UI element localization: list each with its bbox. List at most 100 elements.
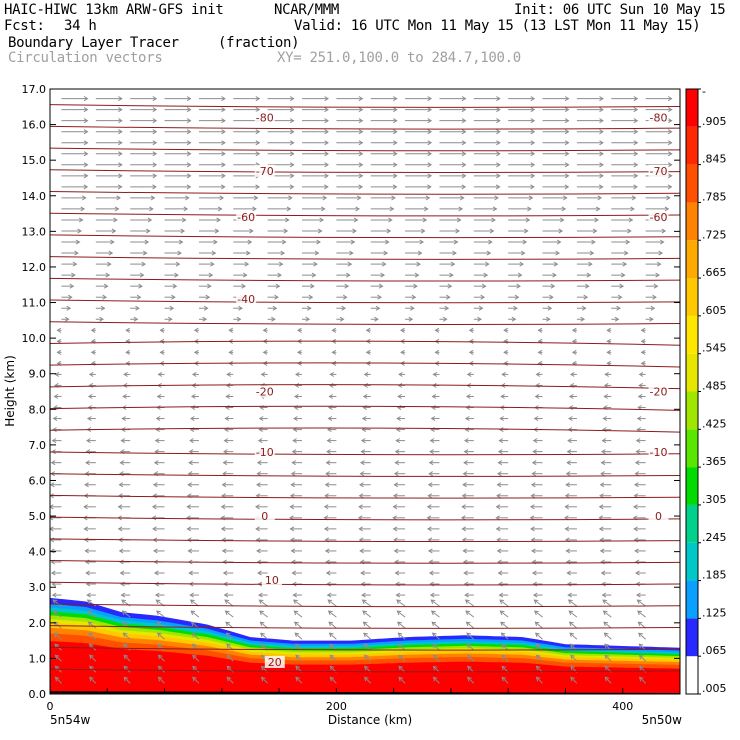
wind-vector-1	[89, 676, 97, 684]
wind-vector-340	[599, 482, 612, 488]
wind-vector-481	[500, 393, 509, 399]
wind-vector-926	[336, 118, 364, 124]
wind-vector-299	[426, 504, 440, 510]
wind-vector-960	[267, 96, 295, 102]
wind-vector-835	[302, 173, 329, 179]
wind-vector-477	[362, 393, 371, 399]
wind-vector-753	[576, 228, 598, 234]
wind-vector-911	[439, 129, 467, 135]
wind-vector-15	[570, 676, 578, 684]
wind-vector-650	[130, 283, 143, 289]
wind-vector-546	[262, 349, 268, 355]
wind-vector-22	[192, 665, 200, 673]
wind-vector-180	[50, 570, 62, 576]
wind-vector-314	[324, 493, 337, 499]
wind-vector-80	[328, 632, 337, 640]
wind-vector-585	[365, 327, 371, 333]
wind-vector-74	[122, 632, 131, 640]
wind-vector-893	[439, 140, 467, 146]
wind-vector-341	[634, 482, 646, 488]
wind-vector-149	[223, 592, 234, 598]
wind-vector-223	[290, 548, 302, 554]
wind-vector-114	[259, 610, 268, 618]
wind-vector-39	[157, 654, 165, 662]
wind-vector-325	[84, 482, 96, 488]
wind-vector-409	[498, 438, 509, 444]
wind-vector-901	[95, 129, 123, 135]
wind-vector-620	[336, 305, 347, 311]
wind-vector-651	[164, 283, 178, 289]
wind-vector-619	[302, 305, 312, 311]
wind-vector-698	[542, 261, 559, 267]
isotherms: -80 -80 -70 -70 -60 -60 -40 -20 -20 -10 -10 0 0 10 20	[50, 104, 680, 673]
wind-vector-575	[640, 338, 646, 344]
wind-vector-803	[439, 195, 465, 201]
wind-vector-357	[565, 471, 577, 477]
wind-vector-390	[463, 449, 474, 455]
wind-vector-594	[61, 316, 70, 322]
wind-vector-432	[52, 416, 62, 422]
wind-vector-511	[295, 371, 302, 377]
colorbar-label: .845	[702, 153, 727, 166]
wind-vector-410	[532, 438, 543, 444]
isotherm-label: -10	[256, 446, 274, 459]
wind-vector-413	[635, 438, 646, 444]
wind-vector-55	[88, 643, 97, 651]
wind-vector-561	[159, 338, 165, 344]
wind-vector-110	[121, 610, 131, 618]
wind-vector-696	[473, 261, 490, 267]
wind-vector-389	[429, 449, 440, 455]
wind-vector-821	[439, 184, 467, 190]
wind-vector-751	[508, 228, 529, 234]
wind-vector-411	[567, 438, 577, 444]
wind-vector-364	[188, 460, 199, 466]
wind-vector-524	[125, 360, 131, 366]
wind-vector-138	[464, 599, 475, 607]
colorbar-swatch-12	[686, 202, 698, 241]
wind-vector-471	[156, 393, 165, 399]
wind-vector-83	[431, 632, 440, 640]
wind-vector-530	[331, 360, 337, 366]
wind-vector-540	[56, 349, 62, 355]
wind-vector-872	[336, 151, 364, 157]
wind-vector-473	[225, 393, 234, 399]
wind-vector-912	[473, 129, 501, 135]
wind-vector-281	[426, 515, 440, 521]
x-axis-label: Distance (km)	[328, 713, 412, 727]
wind-vector-268	[598, 526, 612, 532]
wind-vector-904	[198, 129, 226, 135]
wind-vector-888	[267, 140, 295, 146]
wind-vector-875	[439, 151, 467, 157]
wind-vector-667	[95, 272, 111, 278]
wind-vector-671	[233, 272, 248, 278]
wind-vector-841	[508, 173, 536, 179]
wind-vector-887	[233, 140, 261, 146]
wind-vector-358	[600, 471, 612, 477]
wind-vector-769	[508, 217, 531, 223]
wind-vector-103	[500, 621, 509, 629]
wind-vector-257	[220, 526, 234, 532]
wind-vector-100	[397, 621, 406, 629]
wind-vector-151	[292, 592, 302, 598]
wind-vector-967	[508, 96, 536, 102]
wind-vector-337	[496, 482, 509, 488]
wind-vector-331	[290, 482, 302, 488]
wind-vector-320	[530, 493, 543, 499]
wind-vector-897	[576, 140, 604, 146]
wind-vector-101	[431, 621, 440, 629]
wind-vector-187	[291, 570, 302, 576]
wind-vector-597	[164, 316, 173, 322]
wind-vector-876	[473, 151, 501, 157]
wind-vector-51	[570, 654, 578, 662]
wind-vector-748	[405, 228, 426, 234]
wind-vector-828	[61, 173, 89, 179]
isotherm-label: -80	[650, 111, 668, 124]
wind-vector-73	[88, 632, 97, 640]
y-tick-label: 17.0	[22, 83, 47, 96]
wind-vector-472	[190, 393, 199, 399]
wind-vector-215	[634, 559, 646, 565]
wind-vector-519	[569, 371, 577, 377]
wind-vector-316	[392, 493, 406, 499]
isotherm-line	[50, 104, 680, 108]
isotherm-label: 0	[261, 510, 268, 523]
